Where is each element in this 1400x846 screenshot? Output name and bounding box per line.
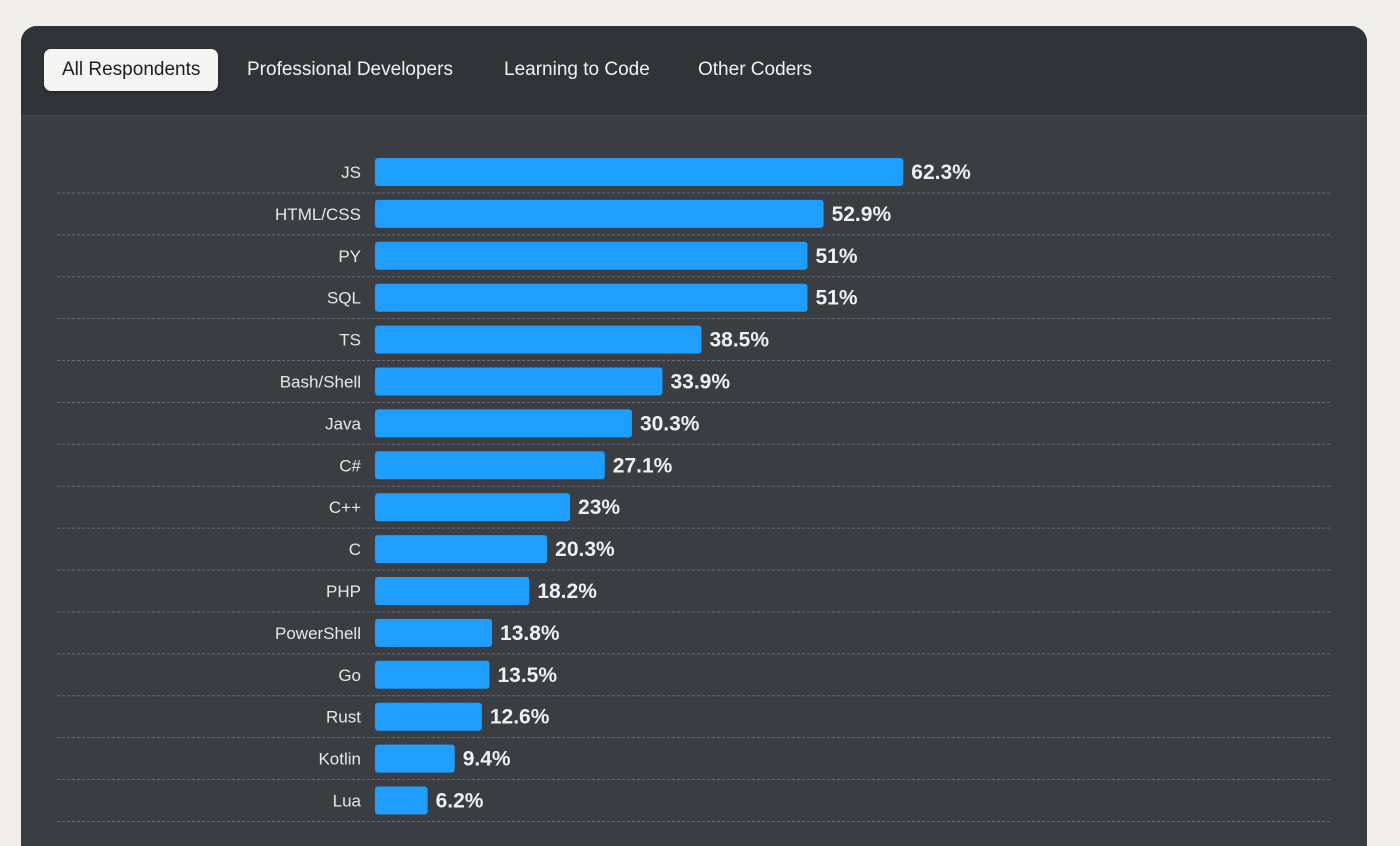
- value-label: 6.2%: [436, 790, 484, 813]
- bar: [375, 660, 490, 689]
- language-usage-bar-chart: JS 62.3% HTML/CSS 52.9% PY 51% SQL 51% TS 38.5% Ba…: [57, 158, 1331, 822]
- value-label: 51%: [815, 287, 857, 310]
- category-label: PY: [338, 247, 361, 266]
- value-label: 30.3%: [640, 412, 700, 435]
- category-label: Bash/Shell: [280, 373, 361, 392]
- bar: [375, 493, 571, 522]
- category-label: HTML/CSS: [275, 205, 361, 224]
- bar: [375, 744, 455, 773]
- tab-all-respondents[interactable]: All Respondents: [44, 49, 219, 91]
- value-label: 38.5%: [709, 329, 769, 352]
- bar: [375, 786, 428, 815]
- bar: [375, 409, 632, 438]
- category-label: Kotlin: [318, 750, 361, 769]
- respondent-tabs: All Respondents Professional Developers …: [21, 26, 1367, 116]
- bar: [375, 618, 493, 647]
- value-label: 33.9%: [670, 371, 730, 394]
- category-label: PowerShell: [275, 624, 361, 643]
- value-label: 20.3%: [555, 538, 615, 561]
- category-label: TS: [339, 331, 361, 350]
- category-label: C#: [339, 456, 361, 475]
- bar: [375, 535, 548, 564]
- category-label: Lua: [333, 792, 362, 811]
- bar: [375, 702, 482, 731]
- category-label: Go: [338, 666, 361, 685]
- bar: [375, 158, 904, 186]
- value-label: 18.2%: [537, 580, 597, 603]
- bar: [375, 367, 663, 396]
- value-label: 51%: [815, 245, 857, 268]
- value-label: 13.8%: [500, 622, 560, 645]
- value-label: 13.5%: [497, 664, 557, 687]
- tab-professional-developers[interactable]: Professional Developers: [247, 59, 453, 80]
- category-label: PHP: [326, 582, 361, 601]
- value-label: 12.6%: [490, 706, 550, 729]
- category-label: JS: [341, 163, 361, 182]
- value-label: 27.1%: [613, 454, 673, 477]
- value-label: 23%: [578, 496, 620, 519]
- bar: [375, 241, 808, 270]
- category-label: C++: [329, 498, 361, 517]
- category-label: Rust: [326, 708, 361, 727]
- category-label: Java: [325, 414, 361, 433]
- tab-other-coders[interactable]: Other Coders: [698, 59, 813, 80]
- category-label: C: [349, 540, 361, 559]
- bar: [375, 283, 808, 312]
- value-label: 52.9%: [832, 203, 892, 226]
- bar: [375, 451, 605, 480]
- bar: [375, 199, 824, 228]
- category-label: SQL: [327, 289, 361, 308]
- bar: [375, 577, 530, 605]
- chart-panel: All Respondents Professional Developers …: [21, 26, 1367, 846]
- bar: [375, 325, 702, 354]
- tab-learning-to-code[interactable]: Learning to Code: [504, 59, 650, 80]
- value-label: 9.4%: [463, 748, 511, 771]
- value-label: 62.3%: [911, 161, 971, 184]
